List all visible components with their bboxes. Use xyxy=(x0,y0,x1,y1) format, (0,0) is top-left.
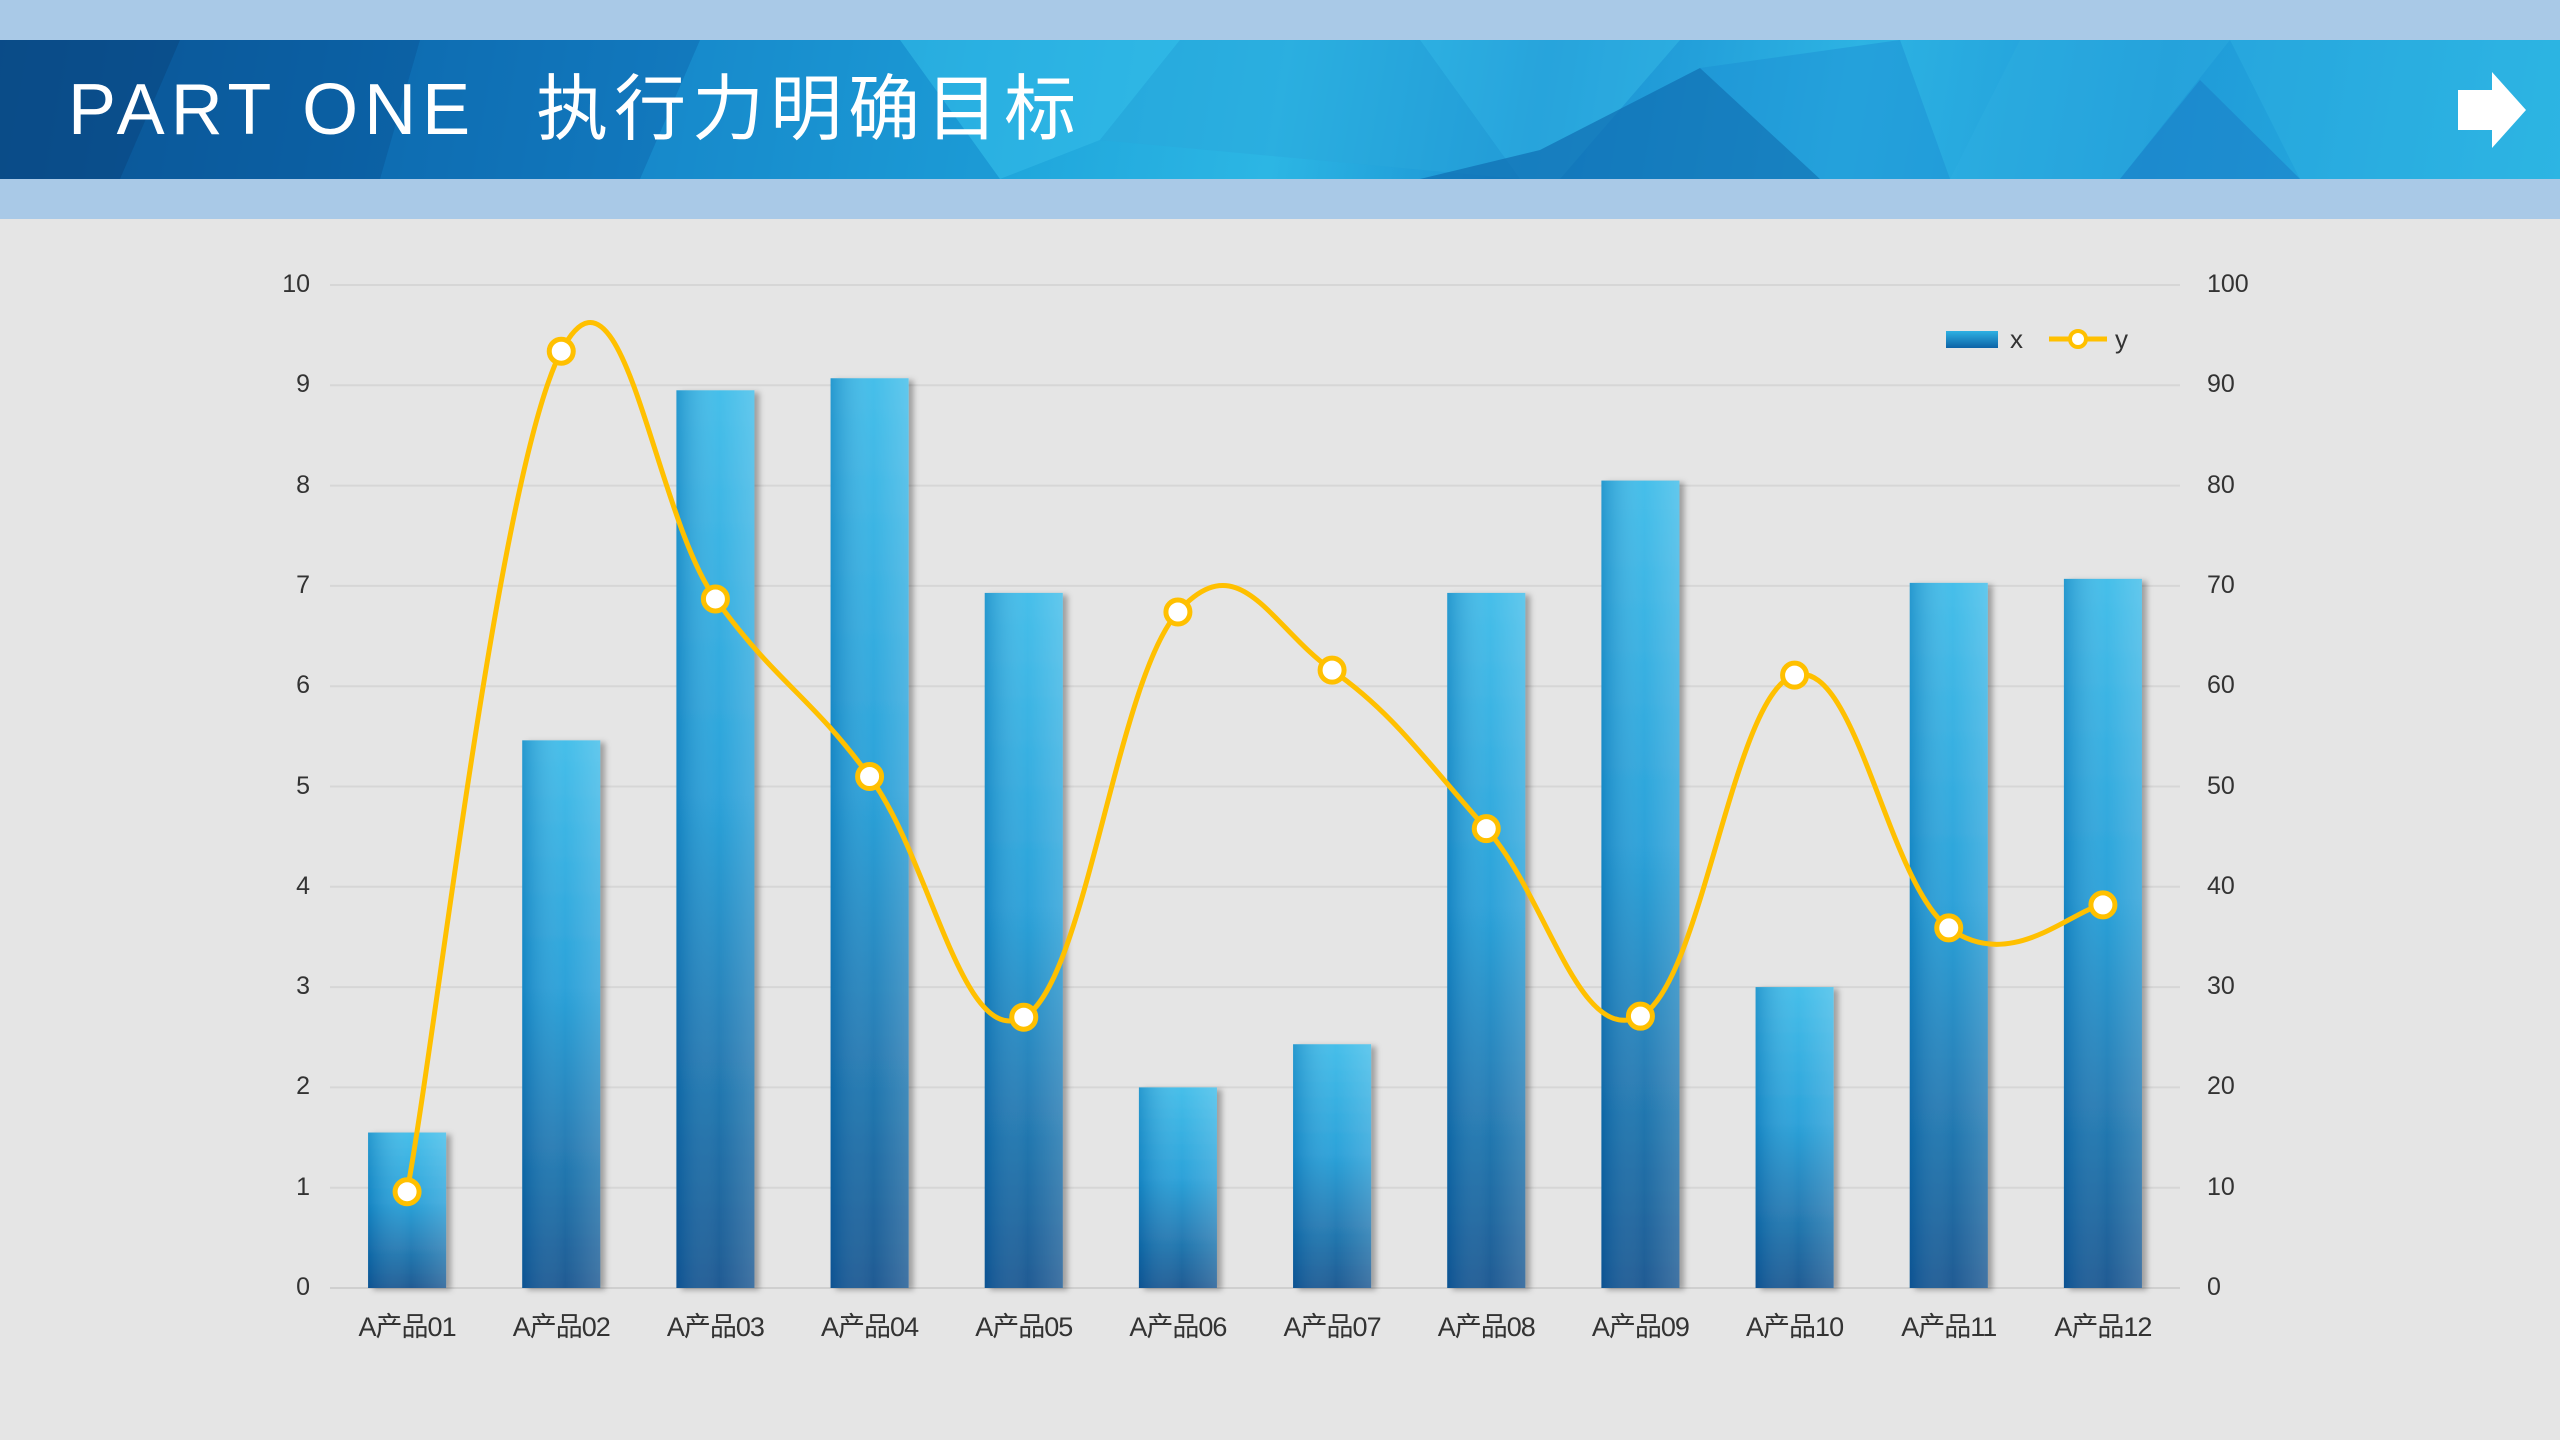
line-marker-A产品11 xyxy=(1934,913,1964,943)
legend-label-y: y xyxy=(2115,323,2128,354)
x-axis-tick: A产品01 xyxy=(358,1312,457,1342)
legend-line-marker-icon xyxy=(2049,329,2107,349)
y-axis-right-tick: 80 xyxy=(2207,470,2235,499)
line-marker-A产品04 xyxy=(855,761,885,791)
legend-label-x: x xyxy=(2010,323,2023,354)
bar-A产品02 xyxy=(522,740,601,1288)
y-axis-right-tick: 20 xyxy=(2207,1072,2235,1101)
bar-A产品10 xyxy=(1755,987,1834,1288)
arrow-right-icon[interactable] xyxy=(2458,72,2528,148)
bar-A产品04 xyxy=(830,378,909,1288)
y-axis-left-tick: 10 xyxy=(282,270,310,298)
line-marker-A产品08 xyxy=(1471,814,1501,844)
x-axis-tick: A产品04 xyxy=(821,1312,919,1342)
header-band-bottom xyxy=(0,179,2560,219)
line-marker-A产品02 xyxy=(546,336,576,366)
header-band-top xyxy=(0,0,2560,40)
legend-bar-swatch-icon xyxy=(1946,330,1998,348)
line-marker-A产品09 xyxy=(1625,1001,1655,1031)
y-axis-left-tick: 8 xyxy=(296,470,310,499)
line-marker-A产品01 xyxy=(392,1177,422,1207)
x-axis-tick: A产品02 xyxy=(512,1312,611,1342)
bar-A产品09 xyxy=(1601,480,1680,1289)
y-axis-right-tick: 30 xyxy=(2207,972,2235,1001)
bar-A产品01 xyxy=(368,1132,447,1288)
series-y-line xyxy=(404,320,2104,1193)
page-title: PART ONE 执行力明确目标 xyxy=(68,70,1082,150)
y-axis-right-tick: 60 xyxy=(2207,671,2235,700)
section-title: 执行力明确目标 xyxy=(536,70,1083,150)
x-axis-tick: A产品05 xyxy=(975,1312,1073,1342)
x-axis-tick: A产品09 xyxy=(1591,1312,1690,1342)
line-marker-A产品05 xyxy=(1009,1002,1039,1032)
title-banner: PART ONE 执行力明确目标 xyxy=(0,40,2560,179)
y-axis-left-tick: 1 xyxy=(296,1172,310,1201)
y-axis-right-tick: 70 xyxy=(2207,570,2235,599)
x-axis-tick: A产品08 xyxy=(1437,1312,1536,1342)
part-label: PART ONE xyxy=(68,70,477,150)
line-marker-A产品06 xyxy=(1163,597,1193,627)
x-axis-tick: A产品11 xyxy=(1901,1312,1997,1342)
x-axis-tick: A产品06 xyxy=(1129,1312,1227,1342)
y-axis-left-tick: 6 xyxy=(296,671,310,700)
bar-A产品12 xyxy=(2063,578,2142,1288)
x-axis-tick: A产品10 xyxy=(1746,1312,1844,1342)
line-marker-A产品10 xyxy=(1780,660,1810,690)
x-axis-tick: A产品12 xyxy=(2054,1312,2152,1342)
y-axis-left-tick: 9 xyxy=(296,370,310,399)
bar-A产品03 xyxy=(676,390,755,1288)
y-axis-right-tick: 0 xyxy=(2207,1273,2221,1301)
y-axis-left-tick: 7 xyxy=(296,570,310,599)
bar-A产品05 xyxy=(984,592,1063,1288)
y-axis-right-tick: 90 xyxy=(2207,370,2235,399)
x-axis-tick: A产品03 xyxy=(666,1312,765,1342)
x-axis-tick: A产品07 xyxy=(1283,1312,1382,1342)
y-axis-right-tick: 100 xyxy=(2207,270,2249,298)
line-marker-A产品07 xyxy=(1317,655,1347,685)
bar-A产品08 xyxy=(1447,592,1526,1288)
y-axis-left-tick: 5 xyxy=(296,771,310,800)
y-axis-right-tick: 10 xyxy=(2207,1172,2235,1201)
line-marker-A产品12 xyxy=(2088,890,2118,920)
line-marker-A产品03 xyxy=(700,584,730,614)
y-axis-right-tick: 40 xyxy=(2207,871,2235,900)
chart-legend: x y xyxy=(1946,322,2128,356)
y-axis-left-tick: 3 xyxy=(296,972,310,1001)
polygon-background xyxy=(0,40,2560,179)
y-axis-left-tick: 2 xyxy=(296,1072,310,1101)
y-axis-right-tick: 50 xyxy=(2207,771,2235,800)
bar-A产品06 xyxy=(1138,1087,1217,1288)
y-axis-left-tick: 4 xyxy=(296,871,310,900)
y-axis-left-tick: 0 xyxy=(296,1273,310,1301)
bar-A产品07 xyxy=(1293,1044,1372,1288)
